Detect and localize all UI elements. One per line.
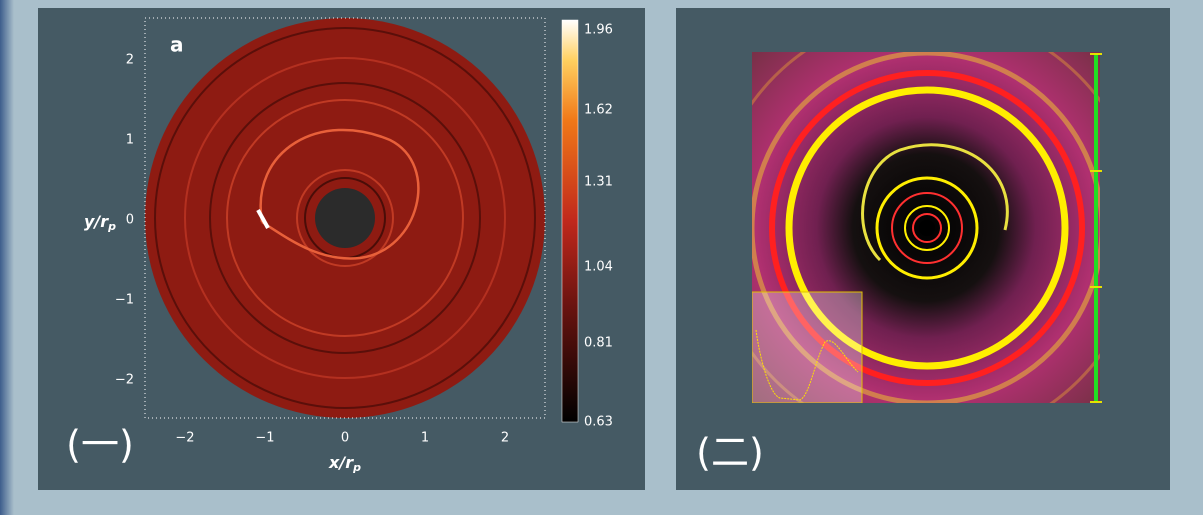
edge-shade	[0, 0, 14, 515]
y-label-sub: p	[107, 220, 116, 233]
x-tick-label: −1	[255, 431, 274, 446]
colorbar-tick-label: 0.81	[584, 336, 613, 351]
x-label-sub: p	[352, 461, 361, 474]
colorbar-tick-label: 0.63	[584, 415, 613, 430]
inner-hole	[315, 188, 375, 248]
y-tick-label: −2	[115, 373, 134, 388]
y-label-main: y/r	[84, 212, 109, 231]
figure: a 210−1−2 −2−1012 x/rp y/rp 1.961.621.31…	[0, 0, 1203, 515]
page: a 210−1−2 −2−1012 x/rp y/rp 1.961.621.31…	[0, 0, 1203, 515]
x-label-main: x/r	[328, 453, 354, 472]
simulation-image	[712, 13, 1142, 443]
colorbar-tick-label: 1.96	[584, 23, 613, 38]
y-tick-label: −1	[115, 293, 134, 308]
caption: (一)	[66, 423, 134, 467]
x-tick-label: 0	[341, 431, 349, 446]
panel-label: a	[170, 33, 184, 57]
caption: (二)	[696, 431, 764, 475]
x-tick-label: −2	[175, 431, 194, 446]
colorbar-tick-label: 1.31	[584, 175, 613, 190]
colorbar-tick-label: 1.04	[584, 260, 613, 275]
x-tick-label: 1	[421, 431, 429, 446]
y-tick-label: 1	[126, 133, 134, 148]
x-tick-label: 2	[501, 431, 509, 446]
colorbar-tick-label: 1.62	[584, 103, 613, 118]
colorbar	[562, 20, 578, 422]
y-tick-label: 2	[126, 53, 134, 68]
y-tick-label: 0	[126, 213, 134, 228]
